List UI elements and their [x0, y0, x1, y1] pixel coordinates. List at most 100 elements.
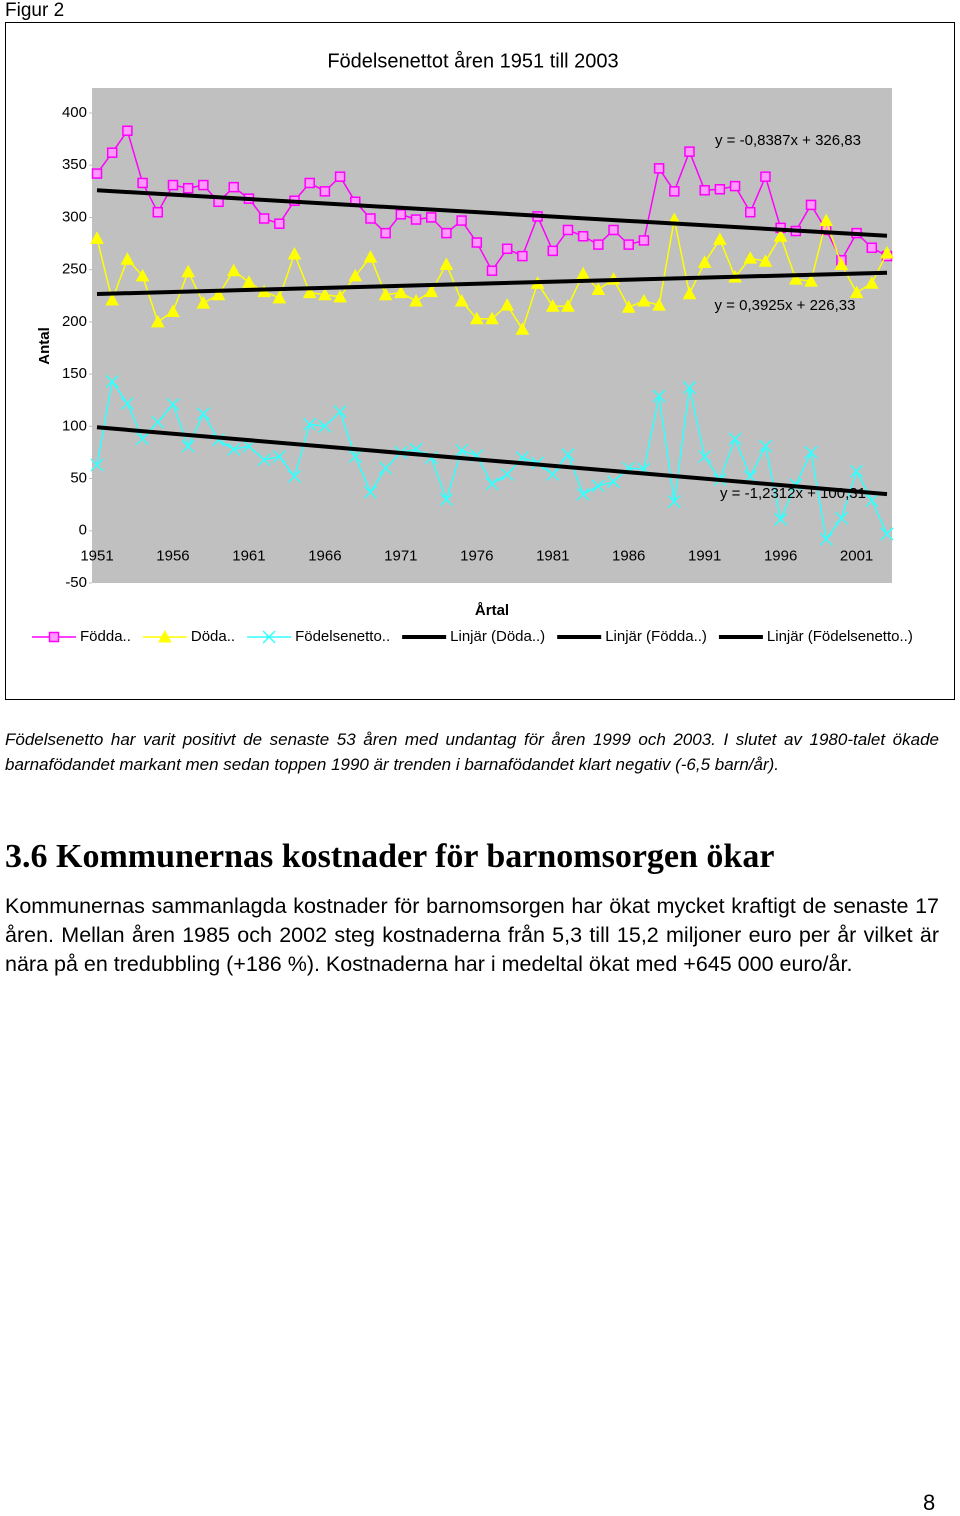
marker	[302, 285, 317, 299]
marker	[158, 629, 172, 643]
marker	[713, 232, 727, 245]
marker	[485, 477, 499, 491]
legend-label: Linjär (Födda..)	[605, 628, 707, 645]
marker	[621, 300, 636, 313]
marker	[196, 407, 210, 421]
marker	[136, 432, 150, 446]
trend-line	[96, 270, 888, 296]
marker	[150, 314, 165, 328]
page-number: 8	[923, 1490, 936, 1515]
chart-frame	[5, 22, 955, 700]
marker	[454, 293, 469, 307]
marker	[561, 448, 575, 462]
marker	[698, 450, 712, 464]
marker	[166, 304, 180, 317]
y-axis-label: Antal	[36, 327, 53, 365]
marker	[864, 276, 879, 289]
marker	[834, 511, 848, 525]
marker	[471, 237, 483, 248]
marker	[684, 146, 695, 157]
marker	[211, 287, 226, 301]
marker	[228, 181, 239, 193]
marker	[48, 631, 60, 643]
chart-title: Födelsenettot åren 1951 till 2003	[327, 50, 618, 72]
marker	[318, 419, 332, 433]
marker	[120, 252, 135, 265]
marker	[469, 311, 484, 325]
marker	[318, 287, 332, 301]
marker	[395, 209, 407, 220]
y-tick-label: 350	[62, 156, 87, 173]
x-tick-label: 1951	[80, 548, 113, 565]
marker	[394, 285, 408, 299]
x-tick-label: 1966	[308, 548, 341, 565]
marker	[500, 467, 514, 481]
marker	[501, 243, 513, 255]
x-axis-label: Årtal	[475, 602, 509, 619]
marker	[667, 495, 681, 509]
figure-label: Figur 2	[5, 0, 65, 21]
marker	[227, 442, 241, 456]
marker	[699, 185, 710, 196]
marker	[697, 255, 712, 268]
marker	[182, 182, 194, 194]
marker	[562, 224, 574, 236]
x-tick-label: 1986	[612, 548, 645, 565]
marker	[137, 177, 148, 189]
section-heading: 3.6 Kommunernas kostnader för barnomsorg…	[5, 838, 775, 875]
legend-label: Döda..	[191, 628, 235, 645]
legend-label: Linjär (Födelsenetto..)	[767, 628, 913, 645]
marker	[729, 180, 741, 192]
marker	[365, 213, 376, 224]
marker	[334, 171, 346, 182]
marker	[760, 171, 771, 182]
marker	[105, 292, 120, 306]
marker	[122, 125, 133, 137]
marker	[90, 458, 104, 472]
marker	[607, 475, 621, 489]
trend-equation: y = 0,3925x + 226,33	[715, 297, 856, 314]
legend-label: Födelsenetto..	[295, 628, 390, 645]
marker	[151, 415, 165, 429]
marker	[456, 215, 467, 226]
marker	[804, 274, 818, 287]
marker	[196, 296, 211, 309]
y-tick-label: 150	[62, 365, 87, 382]
marker	[152, 206, 164, 218]
y-tick-label: 50	[70, 470, 87, 487]
trend-line	[96, 188, 888, 238]
marker	[652, 389, 666, 403]
marker	[849, 285, 864, 299]
marker	[819, 213, 834, 227]
marker	[135, 268, 150, 282]
marker	[682, 286, 697, 300]
marker	[669, 186, 680, 197]
marker	[333, 289, 347, 303]
marker	[576, 266, 590, 280]
y-tick-label: 250	[62, 261, 87, 278]
marker	[682, 381, 697, 395]
marker	[728, 432, 742, 446]
marker	[272, 290, 287, 304]
y-tick-label: 300	[62, 208, 87, 225]
marker	[743, 251, 758, 264]
legend-label: Linjär (Döda..)	[450, 628, 545, 645]
y-tick-label: 0	[79, 522, 87, 539]
marker	[287, 246, 302, 260]
x-tick-label: 2001	[840, 548, 873, 565]
x-tick-label: 1976	[460, 548, 493, 565]
marker	[515, 322, 530, 335]
marker	[262, 630, 276, 644]
marker	[805, 199, 817, 211]
marker	[363, 250, 378, 263]
marker	[758, 439, 772, 453]
marker	[410, 214, 422, 225]
marker	[198, 179, 209, 191]
marker	[652, 298, 666, 311]
marker	[623, 239, 634, 250]
marker	[774, 512, 788, 526]
marker	[303, 417, 317, 431]
marker	[804, 445, 818, 459]
y-tick-label: -50	[65, 574, 87, 591]
